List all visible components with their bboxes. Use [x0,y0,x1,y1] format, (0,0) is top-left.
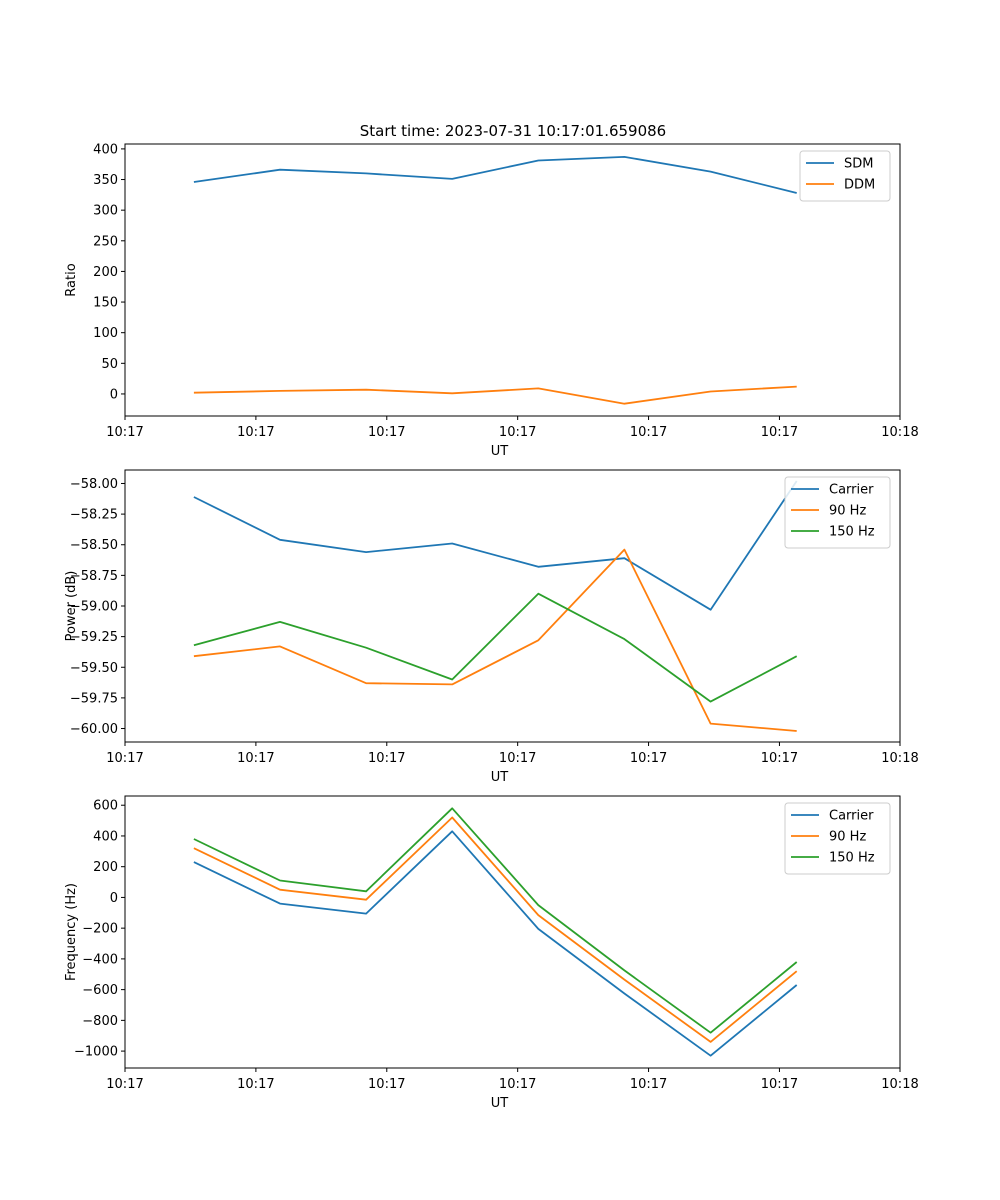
legend-label: 150 Hz [829,525,875,540]
x-tick-label: 10:18 [881,751,918,766]
x-tick-label: 10:17 [499,751,536,766]
legend-label: 150 Hz [829,851,875,866]
y-tick-label: −400 [82,952,118,967]
x-axis-label: UT [491,770,509,785]
chart-3: −1000 −800 −600 −400 −200 0 200 400 600 10:17 10:1… [64,795,919,1111]
legend-label: SDM [844,157,873,172]
y-tick-label: −59.00 [70,600,118,615]
y-tick-label: 150 [93,296,118,311]
legend-label: 90 Hz [829,504,866,519]
figure-title: Start time: 2023-07-31 10:17:01.659086 [360,122,666,140]
plot-frame [124,143,901,417]
series-group [193,480,798,732]
legend-label: Carrier [829,809,874,824]
y-tick-label: 300 [93,204,118,219]
x-tick-label: 10:17 [630,751,667,766]
series-line-90-hz [193,548,797,732]
series-line-ddm [193,385,797,405]
x-tick-label: 10:17 [630,1077,667,1092]
x-tick-label: 10:17 [630,425,667,440]
legend: SDM DDM [799,150,891,202]
charts-group: 0 50 100 150 200 250 300 350 400 10:17 10:17 10:17 1… [64,142,919,1111]
y-tick-label: 0 [110,387,118,402]
series-line-90-hz [193,816,798,1043]
x-tick-label: 10:18 [881,1077,918,1092]
x-tick-label: 10:17 [499,1077,536,1092]
series-line-carrier [193,830,798,1057]
x-tick-label: 10:17 [368,1077,405,1092]
y-tick-label: −59.50 [70,661,118,676]
x-axis-label: UT [491,1096,509,1111]
series-line-150-hz [193,592,798,703]
x-tick-label: 10:17 [761,1077,798,1092]
y-tick-label: −58.25 [70,508,118,523]
series-line-sdm [193,155,797,194]
y-tick-label: −600 [82,983,118,998]
y-tick-label: −58.50 [70,538,118,553]
y-tick-label: 600 [93,799,118,814]
x-tick-label: 10:17 [761,425,798,440]
y-tick-label: 100 [93,326,118,341]
y-tick-label: −800 [82,1014,118,1029]
y-axis-label: Power (dB) [64,571,79,642]
y-tick-label: −59.25 [70,630,118,645]
y-axis-label: Ratio [64,263,79,296]
y-tick-label: 250 [93,234,118,249]
plot-frame [124,795,901,1069]
series-group [193,155,797,405]
y-tick-label: −58.75 [70,569,118,584]
x-tick-label: 10:17 [237,425,274,440]
y-tick-label: 350 [93,173,118,188]
y-tick-label: −1000 [74,1045,118,1060]
legend: Carrier 90 Hz 150 Hz [784,476,891,549]
x-tick-label: 10:17 [761,751,798,766]
legend-label: 90 Hz [829,830,866,845]
y-tick-label: −59.75 [70,691,118,706]
plot-frame [124,469,901,743]
x-tick-label: 10:18 [881,425,918,440]
y-tick-label: 0 [110,891,118,906]
series-group [193,807,798,1057]
x-tick-label: 10:17 [237,751,274,766]
y-tick-label: −58.00 [70,477,118,492]
x-tick-label: 10:17 [106,1077,143,1092]
x-tick-label: 10:17 [237,1077,274,1092]
series-line-150-hz [193,807,798,1034]
x-tick-label: 10:17 [368,751,405,766]
y-tick-label: −60.00 [70,722,118,737]
x-tick-label: 10:17 [368,425,405,440]
y-tick-label: 400 [93,142,118,157]
y-tick-label: 50 [101,357,118,372]
chart-2: −60.00 −59.75 −59.50 −59.25 −59.00 −58.75 −58.… [64,469,919,785]
series-line-carrier [193,480,798,611]
x-tick-label: 10:17 [106,751,143,766]
y-tick-label: 200 [93,860,118,875]
y-tick-label: 200 [93,265,118,280]
legend: Carrier 90 Hz 150 Hz [784,802,891,875]
y-axis-label: Frequency (Hz) [64,883,79,981]
x-axis-label: UT [491,444,509,459]
x-tick-label: 10:17 [106,425,143,440]
y-tick-label: −200 [82,922,118,937]
legend-label: DDM [844,178,875,193]
y-tick-label: 400 [93,829,118,844]
legend-label: Carrier [829,483,874,498]
x-tick-label: 10:17 [499,425,536,440]
chart-1: 0 50 100 150 200 250 300 350 400 10:17 10:17 10:17 1… [64,142,919,459]
